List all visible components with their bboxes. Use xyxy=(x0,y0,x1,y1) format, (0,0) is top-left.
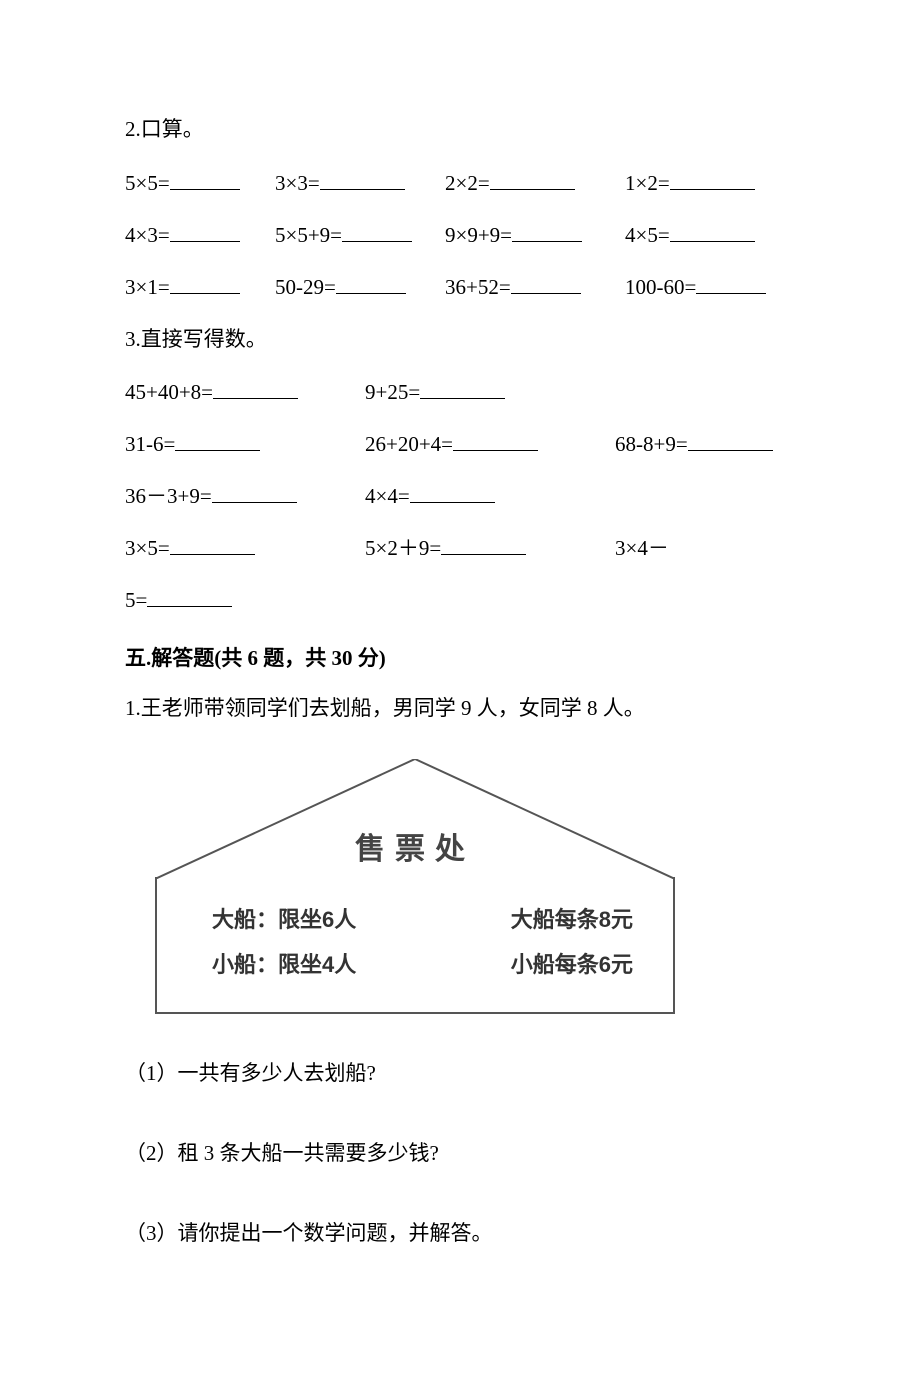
q3-row: 45+40+8= 9+25= xyxy=(125,373,920,413)
expression-text: 5= xyxy=(125,588,147,612)
q3-cell: 5×2＋9= xyxy=(365,529,615,569)
q2-cell: 50-29= xyxy=(275,268,445,308)
q3-title: 3.直接写得数。 xyxy=(125,320,920,360)
answer-blank[interactable] xyxy=(696,270,766,294)
expression-text: 4×3= xyxy=(125,223,170,247)
booth-row-1: 小船：限坐4人 小船每条6元 xyxy=(212,944,633,986)
q2-title: 2.口算。 xyxy=(125,110,920,150)
answer-blank[interactable] xyxy=(511,270,581,294)
q2-row: 3×1= 50-29= 36+52= 100-60= xyxy=(125,268,920,308)
q2-cell: 5×5= xyxy=(125,164,275,204)
expression-text: 36－3+9= xyxy=(125,484,212,508)
ticket-booth-diagram: 售票处 大船：限坐6人 大船每条8元 小船：限坐4人 小船每条6元 xyxy=(155,759,675,1015)
expression-text: 5×2＋9= xyxy=(365,536,441,560)
q2-cell: 1×2= xyxy=(625,164,775,204)
expression-text: 100-60= xyxy=(625,275,696,299)
answer-blank[interactable] xyxy=(441,531,526,555)
expression-text: 5×5+9= xyxy=(275,223,342,247)
q3-cell: 45+40+8= xyxy=(125,373,365,413)
answer-blank[interactable] xyxy=(212,479,297,503)
q3-cell: 26+20+4= xyxy=(365,425,615,465)
expression-text: 4×4= xyxy=(365,484,410,508)
q2-cell: 4×5= xyxy=(625,216,775,256)
q2-cell: 2×2= xyxy=(445,164,625,204)
q3-row: 3×5= 5×2＋9= 3×4－ xyxy=(125,529,920,569)
answer-blank[interactable] xyxy=(175,427,260,451)
expression-text: 3×1= xyxy=(125,275,170,299)
sub-q-3: （3）请你提出一个数学问题，并解答。 xyxy=(125,1214,920,1254)
booth-roof: 售票处 xyxy=(155,759,675,879)
q3-cell: 5= xyxy=(125,581,365,621)
expression-text: 4×5= xyxy=(625,223,670,247)
expression-text: 9+25= xyxy=(365,380,420,404)
booth-row-0: 大船：限坐6人 大船每条8元 xyxy=(212,899,633,941)
section5-q1-stem: 1.王老师带领同学们去划船，男同学 9 人，女同学 8 人。 xyxy=(125,689,920,729)
answer-blank[interactable] xyxy=(320,166,405,190)
q3-cell: 3×5= xyxy=(125,529,365,569)
answer-blank[interactable] xyxy=(512,218,582,242)
expression-text: 1×2= xyxy=(625,171,670,195)
expression-text: 36+52= xyxy=(445,275,511,299)
answer-blank[interactable] xyxy=(453,427,538,451)
q3-cell: 31-6= xyxy=(125,425,365,465)
q2-cell: 3×1= xyxy=(125,268,275,308)
expression-text: 3×3= xyxy=(275,171,320,195)
booth-small-limit: 小船：限坐4人 xyxy=(212,944,356,986)
answer-blank[interactable] xyxy=(170,531,255,555)
q2-rows: 5×5= 3×3= 2×2= 1×2= 4×3= 5×5+9= 9×9+9= 4×5= 3×1=… xyxy=(125,164,920,308)
answer-blank[interactable] xyxy=(420,375,505,399)
booth-title: 售票处 xyxy=(155,821,675,878)
sub-q-2: （2）租 3 条大船一共需要多少钱? xyxy=(125,1134,920,1174)
answer-blank[interactable] xyxy=(490,166,575,190)
section5-heading: 五.解答题(共 6 题，共 30 分) xyxy=(125,639,920,679)
q3-row: 36－3+9= 4×4= xyxy=(125,477,920,517)
sub-q-1: （1）一共有多少人去划船? xyxy=(125,1054,920,1094)
expression-text: 31-6= xyxy=(125,432,175,456)
q2-cell: 9×9+9= xyxy=(445,216,625,256)
answer-blank[interactable] xyxy=(170,218,240,242)
answer-blank[interactable] xyxy=(342,218,412,242)
answer-blank[interactable] xyxy=(670,166,755,190)
q2-cell: 4×3= xyxy=(125,216,275,256)
q2-row: 4×3= 5×5+9= 9×9+9= 4×5= xyxy=(125,216,920,256)
booth-small-price: 小船每条6元 xyxy=(511,944,633,986)
q2-cell: 5×5+9= xyxy=(275,216,445,256)
answer-blank[interactable] xyxy=(170,166,240,190)
expression-text: 50-29= xyxy=(275,275,336,299)
q2-cell: 100-60= xyxy=(625,268,775,308)
answer-blank[interactable] xyxy=(670,218,755,242)
q3-rows: 45+40+8= 9+25= 31-6= 26+20+4= 68-8+9= 36－3+9=… xyxy=(125,373,920,620)
booth-body: 大船：限坐6人 大船每条8元 小船：限坐4人 小船每条6元 xyxy=(155,877,675,1015)
q3-cell: 9+25= xyxy=(365,373,615,413)
q3-row: 5= xyxy=(125,581,920,621)
expression-text: 2×2= xyxy=(445,171,490,195)
answer-blank[interactable] xyxy=(147,583,232,607)
q3-cell: 3×4－ xyxy=(615,529,795,569)
expression-text: 5×5= xyxy=(125,171,170,195)
answer-blank[interactable] xyxy=(336,270,406,294)
expression-text: 68-8+9= xyxy=(615,432,688,456)
expression-text: 26+20+4= xyxy=(365,432,453,456)
answer-blank[interactable] xyxy=(410,479,495,503)
q3-cell: 36－3+9= xyxy=(125,477,365,517)
q2-cell: 3×3= xyxy=(275,164,445,204)
q3-cell: 68-8+9= xyxy=(615,425,795,465)
answer-blank[interactable] xyxy=(688,427,773,451)
q2-cell: 36+52= xyxy=(445,268,625,308)
expression-text: 9×9+9= xyxy=(445,223,512,247)
q2-row: 5×5= 3×3= 2×2= 1×2= xyxy=(125,164,920,204)
answer-blank[interactable] xyxy=(170,270,240,294)
booth-big-limit: 大船：限坐6人 xyxy=(212,899,356,941)
expression-text: 3×5= xyxy=(125,536,170,560)
q3-cell: 4×4= xyxy=(365,477,615,517)
booth-big-price: 大船每条8元 xyxy=(511,899,633,941)
answer-blank[interactable] xyxy=(213,375,298,399)
q3-row: 31-6= 26+20+4= 68-8+9= xyxy=(125,425,920,465)
expression-text: 3×4－ xyxy=(615,536,669,560)
expression-text: 45+40+8= xyxy=(125,380,213,404)
